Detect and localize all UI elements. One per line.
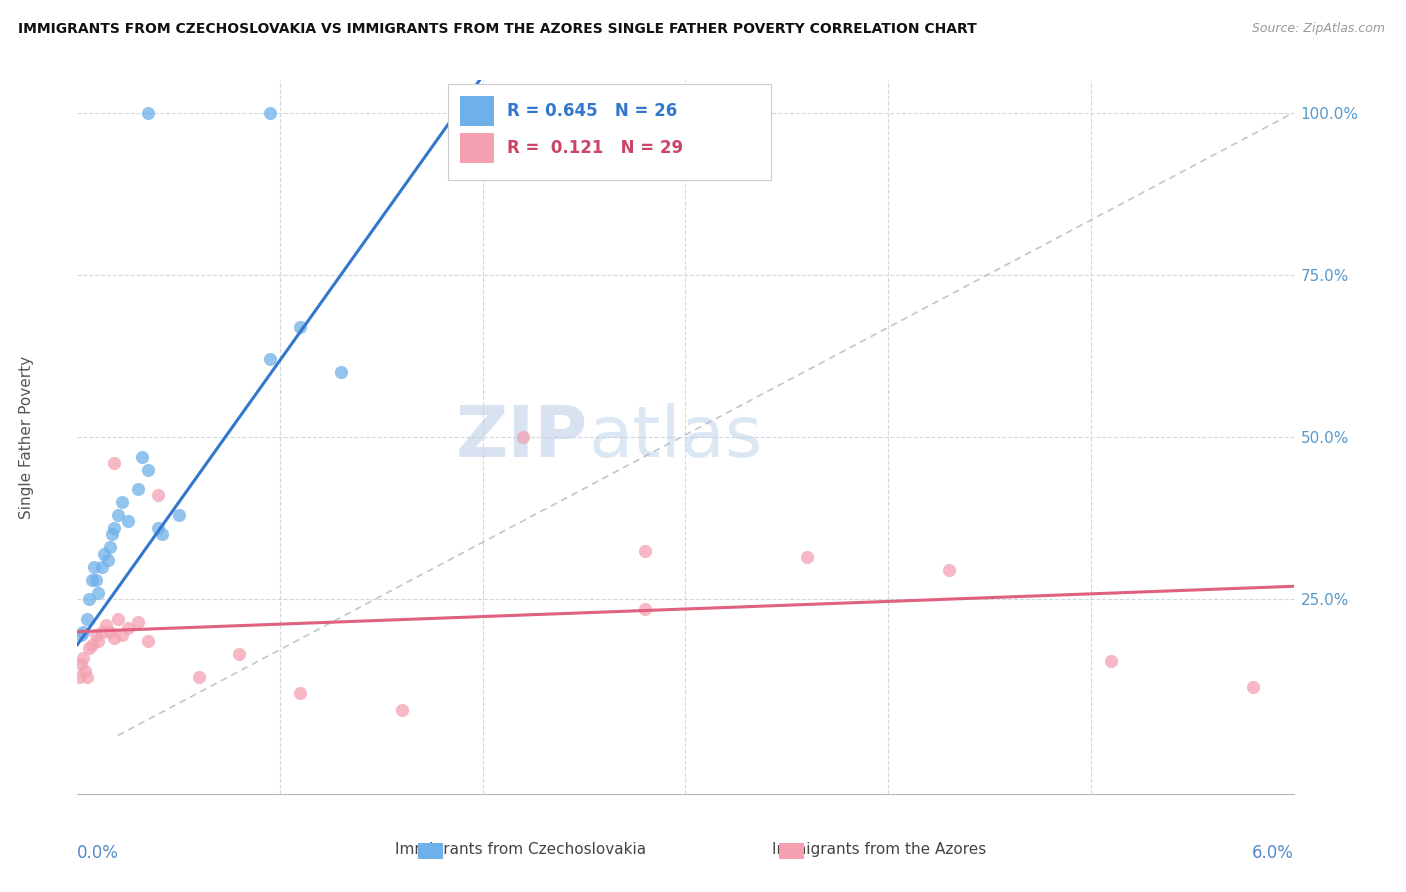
Point (98, 624, 121, 639)
Point (76, 612, 98, 626)
Point (136, 105, 159, 120)
Point (938, 563, 960, 577)
FancyBboxPatch shape (460, 96, 495, 126)
Point (1241, 680, 1264, 694)
Point (103, 631, 125, 645)
Point (98, 541, 121, 555)
Point (259, 352, 281, 367)
Point (86, 586, 108, 600)
Text: Source: ZipAtlas.com: Source: ZipAtlas.com (1251, 22, 1385, 36)
Text: 6.0%: 6.0% (1251, 844, 1294, 862)
Text: 0.0%: 0.0% (77, 844, 120, 862)
Point (83, 559, 105, 574)
Point (796, 550, 818, 565)
Point (148, 488, 170, 502)
Text: R = 0.645   N = 26: R = 0.645 N = 26 (506, 102, 676, 120)
Point (97, 553, 120, 567)
Point (72, 650, 94, 665)
Text: ZIP: ZIP (456, 402, 588, 472)
Point (634, 602, 657, 616)
Point (84, 573, 107, 587)
Point (152, 527, 174, 541)
Point (84, 628, 107, 642)
Point (148, 521, 170, 535)
Point (329, 365, 352, 379)
Point (136, 634, 159, 648)
Text: IMMIGRANTS FROM CZECHOSLOVAKIA VS IMMIGRANTS FROM THE AZORES SINGLE FATHER POVER: IMMIGRANTS FROM CZECHOSLOVAKIA VS IMMIGR… (18, 22, 977, 37)
Point (228, 648, 250, 662)
Point (127, 615, 149, 629)
Point (111, 628, 134, 642)
Point (79, 592, 101, 607)
Point (80, 573, 103, 587)
Point (90, 559, 112, 574)
Point (67, 670, 90, 684)
Point (103, 521, 125, 535)
Point (127, 482, 149, 496)
Point (107, 612, 129, 626)
Point (70, 628, 93, 642)
Point (1099, 654, 1122, 668)
Text: atlas: atlas (588, 402, 762, 472)
Point (93, 547, 115, 561)
Point (90, 624, 112, 639)
Text: Immigrants from the Azores: Immigrants from the Azores (772, 842, 986, 856)
Point (80, 638, 103, 652)
Point (188, 670, 211, 684)
Point (117, 515, 139, 529)
Text: Immigrants from Czechoslovakia: Immigrants from Czechoslovakia (395, 842, 645, 856)
Point (103, 456, 125, 470)
Point (512, 430, 534, 444)
Point (290, 319, 312, 334)
Point (79, 640, 101, 655)
Point (111, 495, 134, 509)
Point (72, 624, 94, 639)
FancyBboxPatch shape (460, 133, 495, 163)
Point (75, 664, 97, 678)
Point (391, 702, 413, 716)
Point (136, 462, 159, 476)
Text: R =  0.121   N = 29: R = 0.121 N = 29 (506, 139, 683, 157)
Point (117, 622, 139, 636)
Point (131, 450, 153, 464)
Point (70, 657, 93, 672)
Point (94, 618, 117, 632)
FancyBboxPatch shape (449, 84, 770, 180)
Point (76, 670, 98, 684)
Point (634, 543, 657, 558)
Point (107, 508, 129, 522)
Point (86, 634, 108, 648)
Point (167, 508, 190, 522)
Point (290, 686, 312, 700)
Point (101, 527, 124, 541)
Point (259, 105, 281, 120)
Text: Single Father Poverty: Single Father Poverty (18, 356, 34, 518)
